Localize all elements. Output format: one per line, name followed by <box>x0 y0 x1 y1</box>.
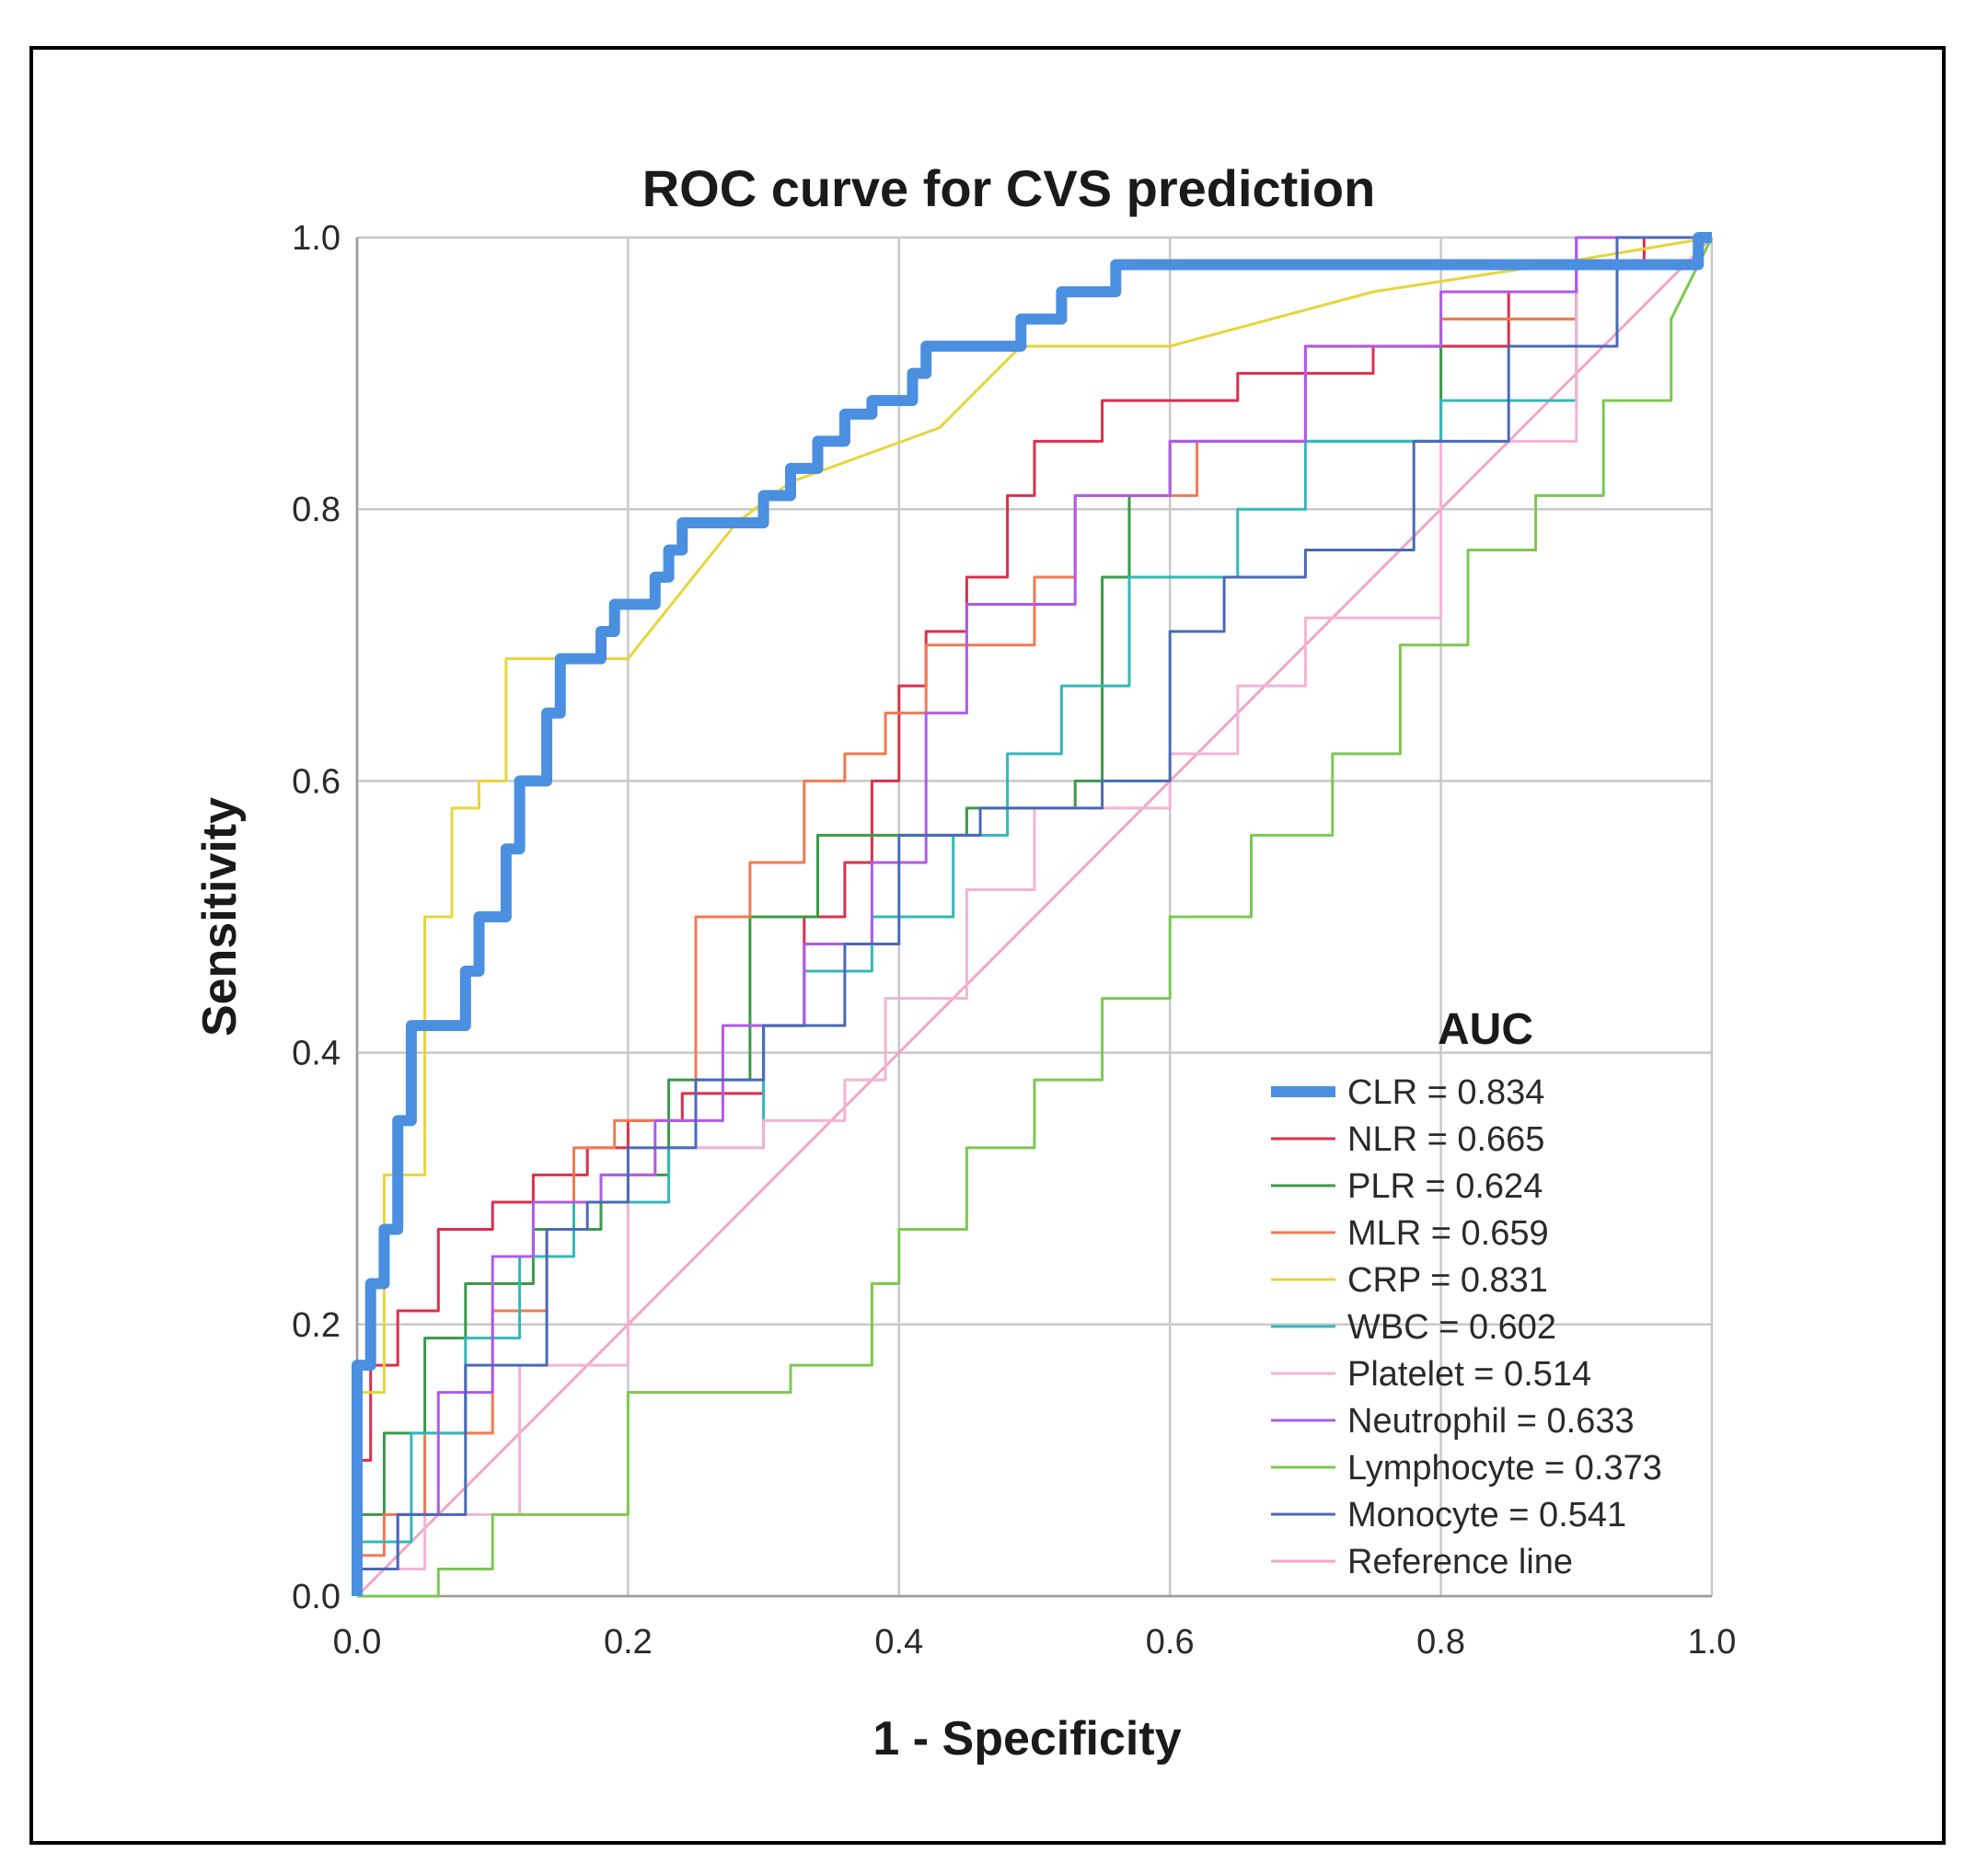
legend-label-neutrophil: Neutrophil = 0.633 <box>1347 1402 1635 1441</box>
legend-title: AUC <box>1438 1005 1533 1054</box>
legend-label-clr: CLR = 0.834 <box>1347 1073 1544 1112</box>
legend-label-reference: Reference line <box>1347 1543 1573 1581</box>
x-tick-label: 0.0 <box>333 1623 382 1662</box>
legend-label-lymphocyte: Lymphocyte = 0.373 <box>1347 1449 1662 1488</box>
y-tick-label: 1.0 <box>292 219 341 258</box>
x-tick-label: 1.0 <box>1688 1623 1737 1662</box>
y-tick-label: 0.6 <box>292 762 341 801</box>
legend-label-nlr: NLR = 0.665 <box>1347 1120 1544 1159</box>
x-tick-label: 0.2 <box>604 1623 653 1662</box>
series-line-monocyte <box>355 236 1712 1596</box>
x-tick-label: 0.8 <box>1416 1623 1465 1662</box>
series-line-lymphocyte <box>357 237 1714 1598</box>
y-tick-label: 0.4 <box>292 1035 341 1073</box>
series-line-reference <box>355 236 1714 1598</box>
chart-title: ROC curve for CVS prediction <box>642 159 1376 217</box>
series-line-clr <box>352 232 1712 1596</box>
x-tick-label: 0.4 <box>874 1623 923 1662</box>
y-tick-label: 0.0 <box>292 1578 341 1616</box>
figure-frame: 0.0 0.2 0.4 0.6 0.8 1.0 0.0 0.2 0.4 0.6 0.8 1.0 ROC… <box>29 46 1946 1845</box>
y-tick-label: 0.8 <box>292 491 341 529</box>
tick-labels: 0.0 0.2 0.4 0.6 0.8 1.0 0.0 0.2 0.4 0.6 0.8 1.0 <box>292 219 1736 1662</box>
legend-label-mlr: MLR = 0.659 <box>1347 1214 1549 1253</box>
x-tick-label: 0.6 <box>1146 1623 1195 1662</box>
legend-label-monocyte: Monocyte = 0.541 <box>1347 1496 1626 1534</box>
x-axis-label: 1 - Specificity <box>872 1712 1181 1766</box>
roc-chart: 0.0 0.2 0.4 0.6 0.8 1.0 0.0 0.2 0.4 0.6 0.8 1.0 ROC… <box>193 159 1736 1766</box>
legend-label-wbc: WBC = 0.602 <box>1347 1308 1556 1347</box>
series-layer <box>352 232 1714 1598</box>
series-line-neutrophil <box>355 236 1712 1596</box>
legend: AUC CLR = 0.834 NLR = 0.665 PLR = 0.624 MLR… <box>1271 1005 1662 1581</box>
legend-label-crp: CRP = 0.831 <box>1347 1261 1548 1300</box>
legend-label-platelet: Platelet = 0.514 <box>1347 1355 1591 1394</box>
y-tick-label: 0.2 <box>292 1306 341 1345</box>
y-axis-label: Sensitivity <box>193 797 247 1036</box>
legend-label-plr: PLR = 0.624 <box>1347 1167 1543 1206</box>
